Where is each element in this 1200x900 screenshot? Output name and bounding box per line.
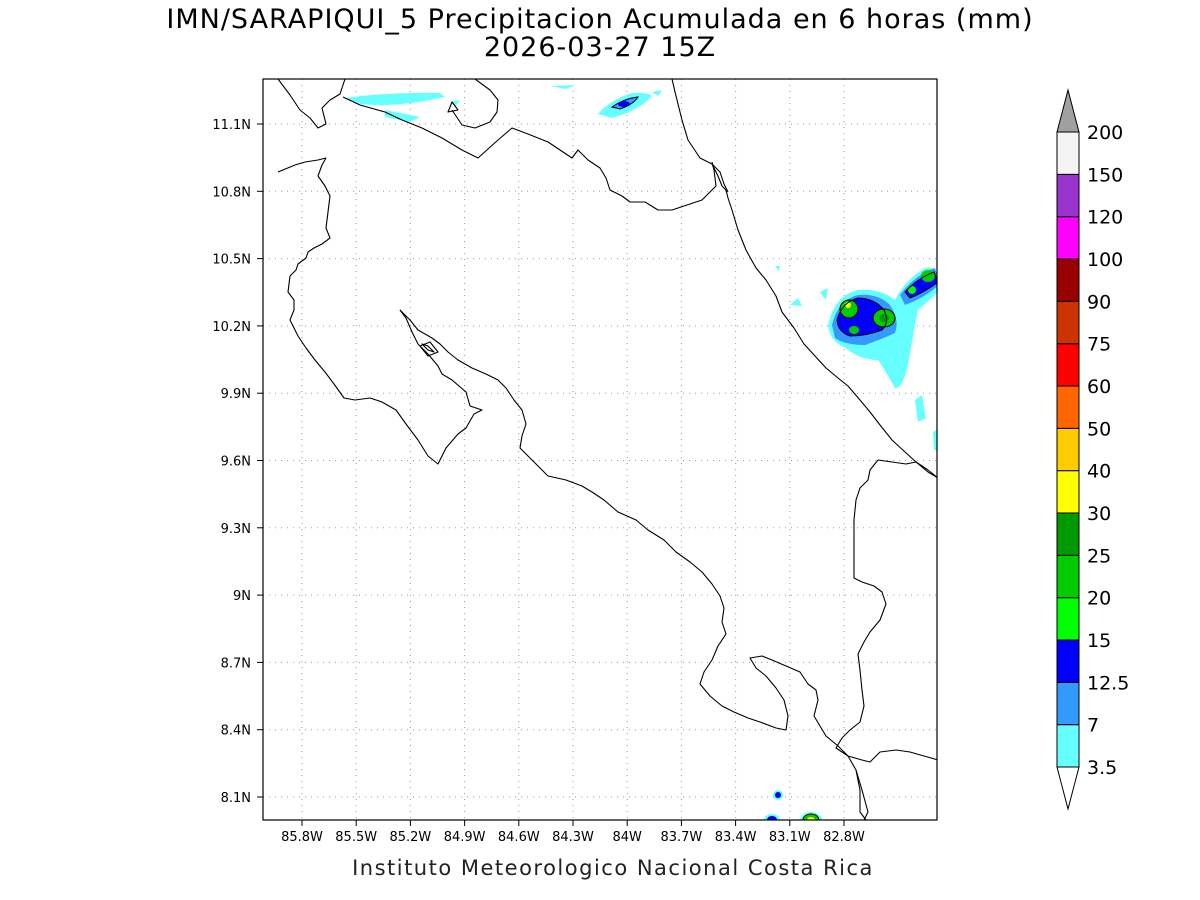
isla-chira (421, 343, 435, 353)
colorbar-swatch (1056, 258, 1080, 302)
colorbar-swatch (1056, 470, 1080, 514)
lon-tick-label: 84.3W (552, 830, 594, 845)
map-datetime: 2026-03-27 15Z (483, 32, 717, 63)
colorbar-swatch (1056, 131, 1080, 175)
lon-tick-label: 85.5W (335, 830, 377, 845)
colorbar-swatch (1056, 512, 1080, 556)
colorbar-swatch (1056, 300, 1080, 345)
precip-cell-ne-2 (790, 298, 802, 306)
colorbar-label: 50 (1087, 418, 1111, 440)
caribbean-coast (671, 79, 937, 479)
precip-contours (610, 96, 937, 820)
lat-tick-label: 11.1N (212, 118, 251, 133)
river-mouth (711, 163, 729, 193)
precip-cell-nw (345, 92, 445, 106)
precip-cell-north-2 (652, 90, 662, 96)
lon-tick-label: 84W (612, 830, 642, 845)
colorbar-swatch (1056, 554, 1080, 599)
precip-cell-ne-5 (933, 429, 937, 451)
colorbar-over-triangle (1056, 88, 1080, 133)
colorbar-swatch (1056, 385, 1080, 429)
longitude-axis: 85.8W 85.5W 85.2W 84.9W 84.6W 84.3W 84W 83.7W 83… (281, 820, 865, 845)
precip-cell-ne-green-5 (908, 286, 916, 294)
lon-tick-label: 83.1W (769, 830, 811, 845)
precip-cell-north-max (618, 101, 630, 107)
precip-cell-ne-4 (915, 395, 926, 422)
colorbar-label: 7 (1087, 715, 1099, 737)
credit-footer: Instituto Meteorologico Nacional Costa R… (352, 856, 874, 880)
precip-cell-south-3-max (807, 817, 815, 820)
colorbar-label: 30 (1087, 503, 1111, 525)
lon-tick-label: 85.8W (281, 830, 323, 845)
precip-cell-north-3 (550, 85, 575, 89)
colorbar-swatch (1056, 343, 1080, 387)
precip-cell-ne-6 (775, 266, 780, 271)
lon-tick-label: 84.9W (444, 830, 486, 845)
colorbar-label: 40 (1087, 461, 1111, 483)
lon-tick-label: 82.8W (823, 830, 865, 845)
nicaragua-north-coast (451, 79, 499, 129)
colorbar-under-triangle (1056, 766, 1080, 811)
lat-tick-label: 9.9N (221, 387, 251, 402)
lon-tick-label: 85.2W (389, 830, 431, 845)
precip-cell-south-1-core (775, 792, 781, 798)
burica (855, 769, 869, 820)
colorbar-swatch (1056, 724, 1080, 768)
coastlines (277, 79, 937, 820)
lat-tick-label: 9.6N (221, 455, 251, 470)
lon-tick-label: 83.7W (660, 830, 702, 845)
lat-tick-label: 8.4N (221, 724, 251, 739)
map-gridlines (263, 79, 937, 820)
precip-cell-south-2-core (767, 816, 777, 820)
colorbar-label: 90 (1087, 291, 1111, 313)
colorbar-swatch (1056, 173, 1080, 218)
lat-tick-label: 8.7N (221, 656, 251, 671)
latitude-axis: 11.1N 10.8N 10.5N 10.2N 9.9N 9.6N 9.3N 9N 8.7N 8.… (212, 118, 263, 806)
colorbar-label: 20 (1087, 588, 1111, 610)
map-frame (262, 78, 938, 821)
colorbar-swatch (1056, 681, 1080, 726)
colorbar-swatch (1056, 216, 1080, 260)
colorbar-swatch (1056, 639, 1080, 683)
lat-tick-label: 9.3N (221, 522, 251, 537)
lat-tick-label: 8.1N (221, 791, 251, 806)
lon-tick-label: 83.4W (715, 830, 757, 845)
map-title: IMN/SARAPIQUI_5 Precipitacion Acumulada … (166, 4, 1034, 35)
precip-cell-ne-green-1 (840, 300, 858, 318)
panama-border (835, 459, 937, 763)
precip-cell-nw-3 (450, 100, 460, 106)
nicaragua-border (342, 96, 717, 211)
island (419, 341, 439, 357)
colorbar-label: 3.5 (1087, 757, 1117, 779)
precip-cell-ne-dkgreen (879, 314, 889, 322)
precip-cell-nw-2 (385, 110, 420, 122)
precip-cell-ne-green-4 (921, 270, 935, 282)
lon-tick-label: 84.6W (498, 830, 540, 845)
nicaragua-coast (277, 79, 346, 129)
precip-cell-ne-3 (820, 288, 828, 300)
precip-cell-ne-green-3 (849, 326, 859, 334)
colorbar-label: 12.5 (1087, 672, 1129, 694)
colorbar-label: 15 (1087, 630, 1111, 652)
colorbar-swatch (1056, 427, 1080, 472)
colorbar-swatch (1056, 597, 1080, 641)
lat-tick-label: 10.8N (212, 185, 251, 200)
precipitation-areas (345, 85, 937, 820)
colorbar-label: 60 (1087, 376, 1111, 398)
colorbar-label: 150 (1087, 164, 1123, 186)
colorbar-label: 25 (1087, 545, 1111, 567)
lat-tick-label: 9N (233, 589, 251, 604)
nicoya-gulf (399, 309, 867, 820)
colorbar-label: 75 (1087, 334, 1111, 356)
lat-tick-label: 10.5N (212, 253, 251, 268)
colorbar-label: 120 (1087, 207, 1123, 229)
islet (447, 101, 459, 113)
lat-tick-label: 10.2N (212, 320, 251, 335)
colorbar-label: 200 (1087, 122, 1123, 144)
colorbar: 3.5 7 12.5 15 20 25 30 40 50 60 75 90 100 120 150 200 (1056, 88, 1129, 811)
pacific-coast (277, 157, 483, 465)
colorbar-label: 100 (1087, 249, 1123, 271)
